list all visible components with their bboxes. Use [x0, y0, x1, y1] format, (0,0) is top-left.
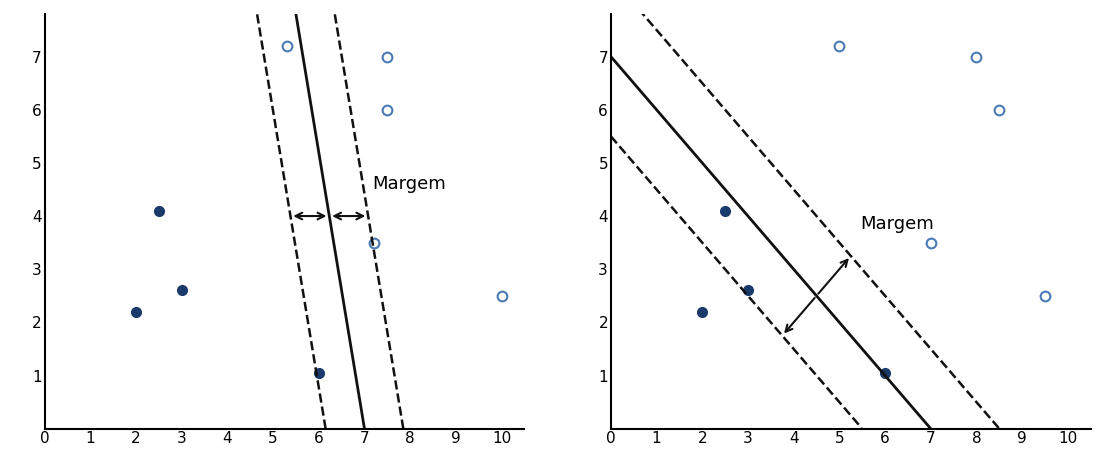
Text: Margem: Margem: [860, 215, 934, 233]
Text: Margem: Margem: [373, 175, 446, 193]
